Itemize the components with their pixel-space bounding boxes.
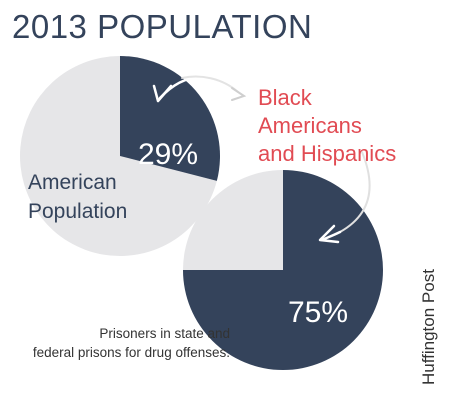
source-credit: Huffington Post bbox=[419, 269, 438, 385]
pie-caption-prisoners-line-1: Prisoners in state and bbox=[99, 326, 230, 341]
pie-caption-prisoners: Prisoners in state and federal prisons f… bbox=[10, 324, 230, 362]
highlight-annotation-line-1: Black Americans bbox=[258, 85, 362, 138]
arrow-shadow-icon bbox=[181, 75, 247, 101]
pie-slice-black-hispanic-prisoners bbox=[183, 170, 383, 370]
page-title: 2013 POPULATION bbox=[12, 8, 313, 45]
arrow-down-icon bbox=[318, 151, 371, 244]
data-label-75-percent: 75% bbox=[288, 296, 348, 329]
highlight-annotation-line-2: and Hispanics bbox=[258, 141, 397, 166]
pie-caption-population-line-1: American bbox=[28, 171, 117, 194]
pie-slice-other-prisoners bbox=[183, 170, 283, 270]
data-label-29-percent: 29% bbox=[138, 138, 198, 171]
pie-caption-population-line-2: Population bbox=[28, 200, 128, 223]
pie-caption-population: American Population bbox=[28, 168, 127, 226]
pie-slice-other-population bbox=[19, 56, 217, 256]
pie-chart-prisoners: 75% bbox=[183, 170, 383, 370]
pie-caption-prisoners-line-2: federal prisons for drug offenses. bbox=[32, 345, 230, 360]
pie-slice-black-hispanic-population bbox=[120, 56, 220, 181]
pie-chart-population: 29% bbox=[19, 56, 220, 256]
highlight-annotation: Black Americans and Hispanics bbox=[258, 84, 398, 168]
